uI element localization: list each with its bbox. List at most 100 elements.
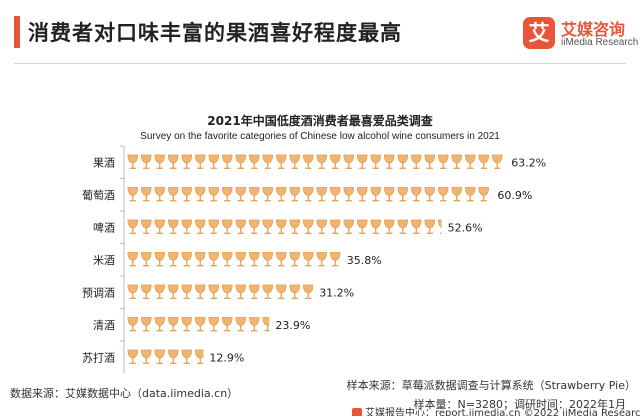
wine-glass-icon — [464, 186, 476, 203]
logo-en-name: iiMedia Research — [561, 37, 639, 48]
wine-glass-icon — [370, 154, 382, 170]
wine-glass-icon — [262, 251, 274, 268]
wine-glass-icon — [491, 154, 503, 170]
wine-glass-icon — [167, 316, 179, 333]
wine-glass-icon — [343, 219, 355, 235]
wine-glass-icon — [208, 154, 220, 170]
wine-glass-icon — [424, 186, 436, 203]
wine-glass-icon — [451, 154, 463, 170]
value-label: 60.9% — [497, 189, 532, 202]
value-label: 31.2% — [319, 286, 354, 299]
wine-glass-icon — [154, 186, 166, 203]
wine-glass-icon — [235, 316, 247, 333]
wine-glass-icon — [397, 154, 409, 170]
wine-glass-icon — [181, 284, 193, 300]
wine-glass-icon — [127, 186, 139, 203]
wine-glass-icon — [289, 186, 301, 203]
wine-glass-icon — [478, 186, 490, 203]
wine-glass-icon — [194, 284, 206, 300]
wine-glass-icon — [316, 154, 328, 170]
wine-glass-icon — [221, 154, 233, 170]
report-text: 艾媒报告中心：report.iimedia.cn ©2022 iiMedia R… — [365, 408, 640, 416]
wine-glass-icon — [221, 284, 233, 300]
wine-glass-icon — [140, 251, 152, 268]
wine-glass-icon — [275, 186, 287, 203]
category-label: 苏打酒 — [82, 350, 115, 364]
value-label: 12.9% — [209, 351, 244, 364]
wine-glass-icon — [140, 186, 152, 203]
wine-glass-icon — [302, 251, 314, 268]
wine-glass-icon — [329, 154, 341, 170]
wine-glass-icon — [424, 219, 436, 235]
wine-glass-icon — [140, 349, 152, 365]
wine-glass-icon — [181, 154, 193, 170]
wine-glass-icon — [194, 349, 204, 365]
bar — [127, 219, 442, 235]
page-title: 消费者对口味丰富的果酒喜好程度最高 — [28, 21, 402, 45]
wine-glass-icon — [221, 219, 233, 235]
category-label: 啤酒 — [93, 220, 115, 234]
wine-glass-icon — [127, 219, 139, 235]
data-source: 数据来源：艾媒数据中心（data.iimedia.cn） — [10, 387, 239, 400]
chart-title: 2021年中国低度酒消费者最喜爱品类调查 — [207, 114, 433, 128]
wine-glass-icon — [208, 251, 220, 268]
wine-glass-icon — [194, 316, 206, 333]
wine-glass-icon — [167, 251, 179, 268]
wine-glass-icon — [194, 186, 206, 203]
wine-glass-icon — [289, 219, 301, 235]
bar — [127, 154, 503, 170]
wine-glass-icon — [154, 251, 166, 268]
value-label: 23.9% — [275, 319, 310, 332]
wine-glass-icon — [275, 251, 287, 268]
wine-glass-icon — [208, 284, 220, 300]
wine-glass-icon — [478, 154, 490, 170]
value-label: 52.6% — [448, 221, 483, 234]
report-icon — [352, 408, 362, 416]
wine-glass-icon — [383, 186, 395, 203]
wine-glass-icon — [424, 154, 436, 170]
value-label: 63.2% — [511, 156, 546, 169]
title-accent-bar — [14, 16, 20, 48]
wine-glass-icon — [235, 251, 247, 268]
wine-glass-icon — [248, 316, 260, 333]
wine-glass-icon — [316, 186, 328, 203]
wine-glass-icon — [181, 349, 193, 365]
bar — [127, 251, 341, 268]
wine-glass-icon — [248, 219, 260, 235]
wine-glass-icon — [140, 154, 152, 170]
wine-glass-icon — [140, 316, 152, 333]
wine-glass-icon — [154, 349, 166, 365]
wine-glass-icon — [356, 154, 368, 170]
report-center: 艾媒报告中心：report.iimedia.cn ©2022 iiMedia R… — [352, 404, 640, 416]
iimedia-logo: 艾 艾媒咨询 iiMedia Research — [523, 16, 638, 52]
wine-glass-icon — [235, 284, 247, 300]
wine-glass-icon — [208, 219, 220, 235]
wine-glass-icon — [370, 219, 382, 235]
category-label: 预调酒 — [82, 286, 115, 299]
wine-glass-icon — [127, 154, 139, 170]
wine-glass-icon — [248, 284, 260, 300]
wine-glass-icon — [343, 154, 355, 170]
wine-glass-icon — [181, 186, 193, 203]
logo-mark: 艾 — [523, 17, 555, 49]
wine-glass-icon — [127, 284, 139, 300]
wine-glass-icon — [383, 154, 395, 170]
header-divider — [14, 63, 626, 64]
wine-glass-icon — [181, 251, 193, 268]
wine-glass-icon — [167, 284, 179, 300]
wine-glass-icon — [275, 219, 287, 235]
sample-size: 样本量：N=3280；调研时间：2022年1月 — [413, 398, 626, 411]
wine-glass-icon — [356, 186, 368, 203]
bar — [127, 186, 490, 203]
wine-glass-icon — [370, 186, 382, 203]
wine-glass-icon — [262, 219, 274, 235]
wine-glass-icon — [343, 186, 355, 203]
wine-glass-icon — [167, 186, 179, 203]
wine-glass-icon — [154, 284, 166, 300]
logo-cn-name: 艾媒咨询 — [561, 20, 626, 39]
wine-glass-icon — [194, 154, 206, 170]
wine-glass-icon — [181, 219, 193, 235]
wine-glass-icon — [410, 219, 422, 235]
wine-glass-icon — [208, 316, 220, 333]
